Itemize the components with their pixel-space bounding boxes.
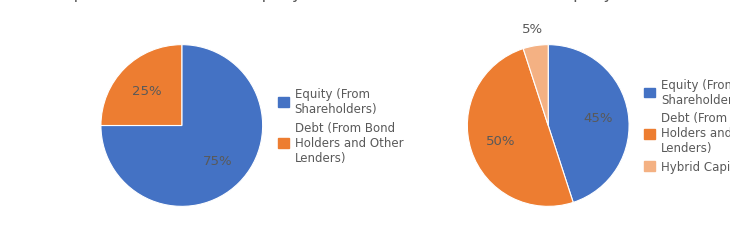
Wedge shape — [101, 45, 182, 126]
Legend: Equity (From
Shareholders), Debt (From Bond
Holders and Other
Lenders): Equity (From Shareholders), Debt (From B… — [278, 88, 403, 164]
Text: 75%: 75% — [202, 155, 232, 168]
Wedge shape — [548, 45, 629, 203]
Wedge shape — [101, 45, 263, 207]
Title: Representative Large
Upstream Oil & Gas Company: Representative Large Upstream Oil & Gas … — [62, 0, 301, 2]
Title: Representative Large
Power Company: Representative Large Power Company — [462, 0, 634, 2]
Text: 50%: 50% — [485, 135, 515, 148]
Wedge shape — [523, 45, 548, 126]
Legend: Equity (From
Shareholders), Debt (From Bond
Holders and Other
Lenders), Hybrid C: Equity (From Shareholders), Debt (From B… — [645, 78, 730, 174]
Wedge shape — [467, 49, 573, 207]
Text: 25%: 25% — [131, 84, 161, 97]
Text: 45%: 45% — [583, 112, 612, 125]
Text: 5%: 5% — [522, 22, 543, 36]
